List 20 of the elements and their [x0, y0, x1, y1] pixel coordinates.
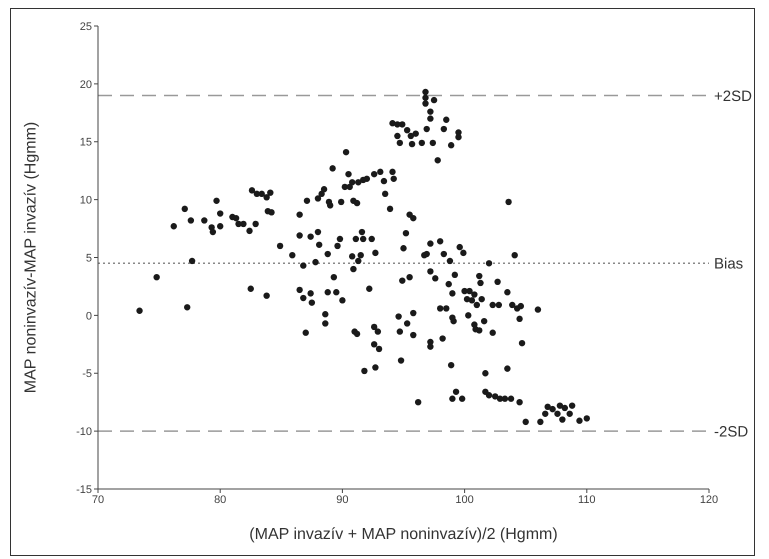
y-tick-label: 0 — [86, 310, 92, 322]
y-tick-label: 10 — [80, 194, 92, 207]
x-axis-title: (MAP invazív + MAP noninvazív)/2 (Hgmm) — [249, 526, 558, 543]
y-tick-label: 15 — [80, 136, 92, 149]
x-tick-label: 70 — [92, 494, 104, 506]
x-tick-label: 100 — [455, 494, 474, 506]
ref-line-label: Bias — [714, 256, 744, 273]
ref-line-label: +2SD — [714, 88, 752, 105]
y-tick-label: -10 — [76, 426, 92, 438]
x-tick-label: 90 — [336, 494, 349, 506]
y-tick-label: 25 — [80, 20, 92, 33]
y-axis-title: MAP noninvazív-MAP invazív (Hgmm) — [22, 122, 40, 394]
y-tick-label: -15 — [76, 484, 92, 496]
x-tick-label: 120 — [700, 494, 718, 506]
x-tick-label: 80 — [214, 494, 226, 506]
ref-line-label: -2SD — [714, 423, 748, 440]
y-tick-label: -5 — [82, 368, 92, 380]
y-tick-label: 20 — [80, 78, 92, 91]
x-tick-label: 110 — [578, 494, 596, 506]
y-tick-label: 5 — [86, 252, 92, 264]
